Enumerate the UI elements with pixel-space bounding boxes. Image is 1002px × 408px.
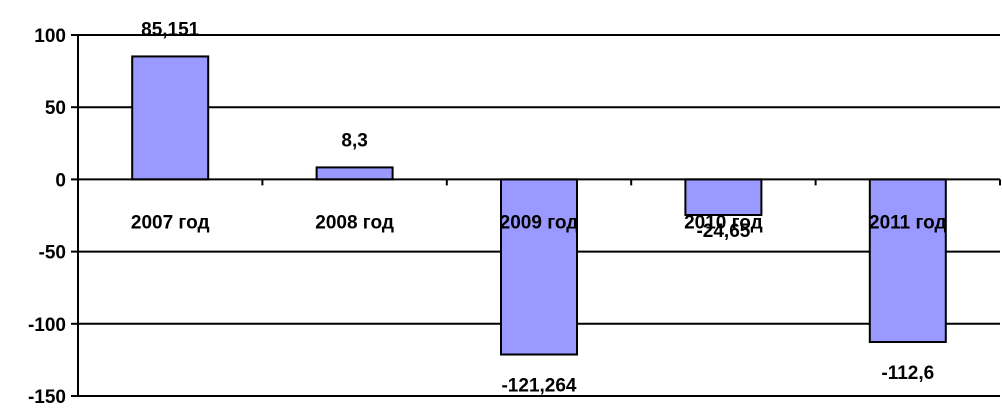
y-tick-label: -50 [39,243,66,264]
y-tick-label: -100 [28,315,66,336]
bar [684,178,763,216]
bars [131,55,947,356]
y-tick-label: -150 [28,387,66,403]
axes [71,34,1001,397]
x-tick-label: 2010 год [684,212,763,233]
x-tick-label: 2009 год [500,212,579,233]
data-label: -24,65 [696,221,750,242]
y-tick-label: 100 [34,26,66,47]
data-label: -121,264 [501,376,576,397]
bar [131,55,210,181]
y-tick-label: 0 [55,170,66,191]
data-label: -112,6 [881,363,934,384]
x-tick-label: 2007 год [131,212,210,233]
data-label: 8,3 [341,130,367,151]
data-label: 85,151 [141,19,200,40]
bar [500,178,578,356]
x-tick-label: 2011 год [869,212,947,233]
bar [315,166,394,181]
bar [868,178,947,343]
x-tick-label: 2008 год [315,212,394,233]
labels: 100 50 0 -50 -100 -150 2007 год 2008 год 2009 го… [28,19,947,408]
y-tick-label: 50 [45,98,66,119]
